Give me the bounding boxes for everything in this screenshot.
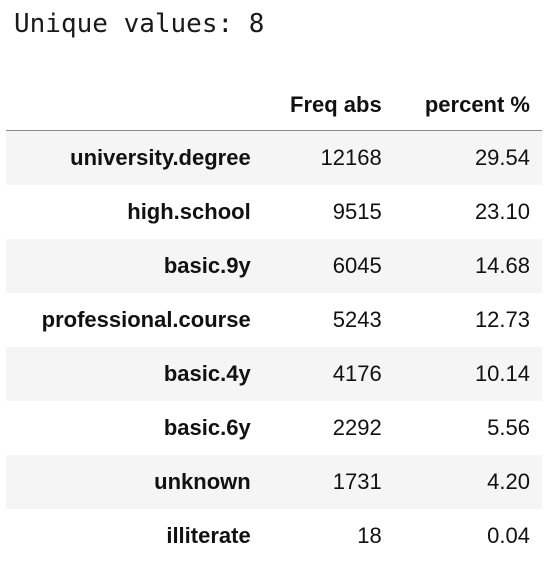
row-label: professional.course	[41, 306, 251, 332]
freq-abs-cell: 5243	[332, 306, 382, 332]
percent-cell: 5.56	[487, 414, 530, 440]
row-label: university.degree	[70, 144, 251, 170]
frequency-table: Freq abs percent % university.degree 121…	[6, 80, 542, 563]
freq-abs-cell: 18	[357, 522, 382, 548]
percent-cell: 29.54	[474, 144, 530, 170]
table-row: professional.course 5243 12.73	[6, 292, 542, 347]
table-row: basic.6y 2292 5.56	[6, 400, 542, 455]
percent-cell: 0.04	[487, 522, 530, 548]
freq-abs-cell: 9515	[332, 198, 382, 224]
row-label: basic.6y	[163, 414, 251, 440]
table-row: basic.4y 4176 10.14	[6, 346, 542, 401]
freq-abs-cell: 4176	[332, 360, 382, 386]
row-label: unknown	[154, 468, 251, 494]
unique-values-output: Unique values: 8	[14, 9, 265, 39]
table-row: basic.9y 6045 14.68	[6, 238, 542, 293]
table-row: university.degree 12168 29.54	[6, 130, 542, 185]
percent-cell: 14.68	[474, 252, 530, 278]
freq-abs-cell: 2292	[332, 414, 382, 440]
percent-cell: 4.20	[487, 468, 530, 494]
table-row: unknown 1731 4.20	[6, 454, 542, 509]
row-label: basic.9y	[163, 252, 251, 278]
row-label: high.school	[127, 198, 251, 224]
table-body: university.degree 12168 29.54 high.schoo…	[6, 130, 542, 563]
table-row: high.school 9515 23.10	[6, 184, 542, 239]
table-header: Freq abs percent %	[6, 80, 542, 131]
table-row: illiterate 18 0.04	[6, 508, 542, 563]
row-label: illiterate	[166, 522, 251, 548]
percent-cell: 23.10	[474, 198, 530, 224]
freq-abs-cell: 6045	[332, 252, 382, 278]
freq-abs-cell: 12168	[320, 144, 382, 170]
percent-cell: 10.14	[474, 360, 530, 386]
row-label: basic.4y	[163, 360, 251, 386]
header-row: Freq abs percent %	[6, 80, 542, 131]
freq-abs-column-header: Freq abs	[262, 80, 394, 131]
freq-abs-cell: 1731	[332, 468, 382, 494]
percent-cell: 12.73	[474, 306, 530, 332]
index-column-header	[6, 80, 263, 131]
percent-column-header: percent %	[393, 80, 542, 131]
